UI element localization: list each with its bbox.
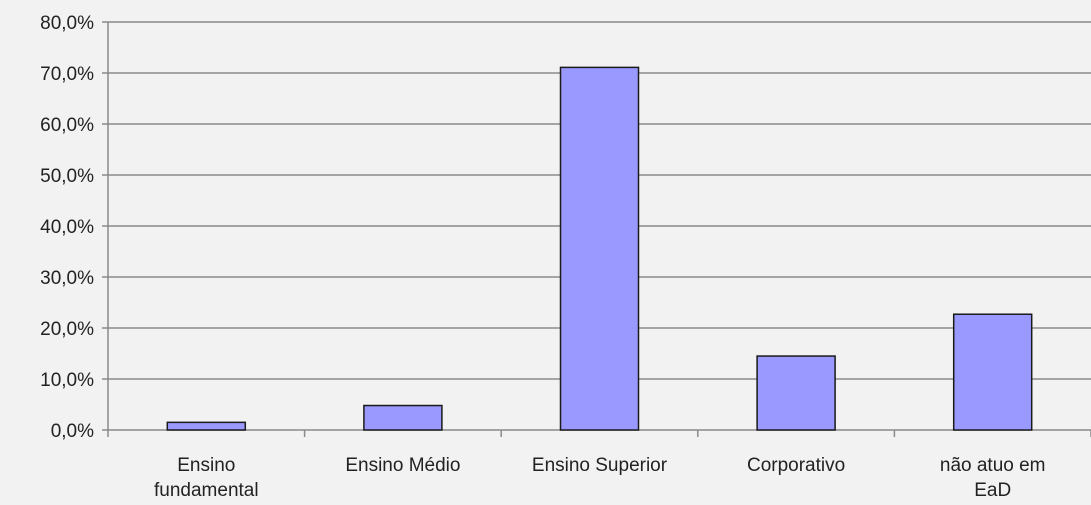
x-category-label: Ensino Superior xyxy=(532,455,668,476)
y-tick-label: 30,0% xyxy=(40,268,94,289)
y-tick-label: 80,0% xyxy=(40,13,94,34)
x-category-label: Ensino Médio xyxy=(345,455,460,476)
bar xyxy=(952,313,1033,431)
y-tick-label: 70,0% xyxy=(40,64,94,85)
bar xyxy=(559,66,640,431)
y-tick-label: 20,0% xyxy=(40,319,94,340)
x-category-labels: Ensino fundamental Ensino Médio Ensino Supe… xyxy=(154,455,1046,501)
y-tick-labels: 0,0% 10,0% 20,0% 30,0% 40,0% 50,0% 60,0% 70,0% 8… xyxy=(40,13,94,442)
y-tick-label: 0,0% xyxy=(51,421,94,442)
bar xyxy=(756,355,836,431)
bar xyxy=(166,421,247,431)
bar xyxy=(363,404,443,431)
bars xyxy=(166,66,1033,431)
x-category-label: fundamental xyxy=(154,480,259,501)
y-tick-label: 60,0% xyxy=(40,115,94,136)
y-tick-label: 50,0% xyxy=(40,166,94,187)
x-category-label: Ensino xyxy=(177,455,235,476)
x-category-label: não atuo em xyxy=(940,455,1046,476)
x-category-label: Corporativo xyxy=(747,455,845,476)
y-tick-label: 10,0% xyxy=(40,370,94,391)
x-category-label: EaD xyxy=(974,480,1011,501)
y-tick-label: 40,0% xyxy=(40,217,94,238)
